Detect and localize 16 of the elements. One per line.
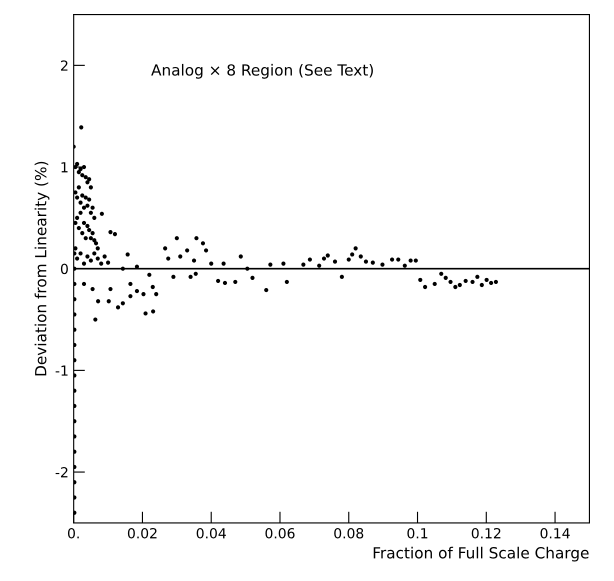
y-axis-title: Deviation from Linearity (%) (34, 162, 50, 376)
y-tick-label: -1 (56, 366, 68, 376)
y-tick-label: 2 (61, 60, 68, 71)
x-tick-label: 0.04 (196, 528, 226, 539)
annotation: Analog × 8 Region (See Text) (151, 64, 373, 79)
x-tick-label: 0.1 (407, 528, 428, 539)
y-tick-label: 0 (60, 264, 68, 274)
y-tick-label: -2 (56, 467, 68, 478)
x-tick-label: 0.06 (265, 528, 295, 539)
x-axis-title: Fraction of Full Scale Charge (374, 546, 589, 562)
x-tick-label: 0.12 (472, 528, 500, 539)
x-tick-label: 0.02 (128, 528, 157, 539)
x-tick-label: 0. (68, 528, 79, 539)
x-tick-label: 0.14 (540, 528, 570, 539)
x-tick-label: 0.08 (334, 528, 364, 539)
y-tick-label: 1 (62, 162, 68, 172)
